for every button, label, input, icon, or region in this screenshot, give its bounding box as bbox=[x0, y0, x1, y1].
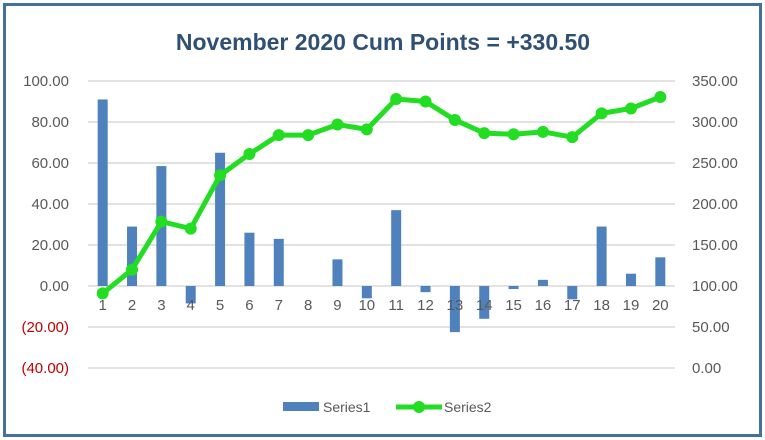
right-axis-tick: 250.00 bbox=[692, 155, 738, 172]
right-axis-tick: 0.00 bbox=[692, 360, 721, 377]
series2-point bbox=[360, 123, 373, 136]
bar bbox=[596, 226, 607, 286]
left-axis-tick: 20.00 bbox=[31, 237, 69, 254]
series2-point bbox=[566, 131, 579, 144]
series2-point bbox=[243, 147, 256, 160]
x-axis-tick: 11 bbox=[388, 297, 404, 314]
left-axis-tick: (40.00) bbox=[21, 360, 69, 377]
bar bbox=[391, 210, 402, 286]
series2-point bbox=[126, 263, 139, 276]
right-axis-tick: 150.00 bbox=[692, 237, 738, 254]
series2-point bbox=[302, 129, 315, 142]
series2-point bbox=[96, 287, 109, 300]
x-axis-tick: 12 bbox=[417, 297, 434, 314]
bar bbox=[508, 286, 519, 290]
x-axis-tick: 10 bbox=[358, 297, 375, 314]
right-axis-tick: 100.00 bbox=[692, 278, 738, 295]
bar bbox=[127, 226, 138, 286]
x-axis-tick: 18 bbox=[593, 297, 610, 314]
bar bbox=[185, 286, 196, 304]
bar bbox=[215, 152, 226, 286]
x-axis-tick: 16 bbox=[535, 297, 552, 314]
x-axis-tick: 8 bbox=[304, 297, 312, 314]
x-axis-tick: 20 bbox=[652, 297, 669, 314]
x-axis-tick: 1 bbox=[99, 297, 107, 314]
x-axis-tick: 19 bbox=[623, 297, 640, 314]
x-axis-tick: 2 bbox=[128, 297, 136, 314]
right-axis-tick: 200.00 bbox=[692, 196, 738, 213]
x-axis-tick: 9 bbox=[333, 297, 341, 314]
x-axis-tick: 15 bbox=[505, 297, 522, 314]
series2-point bbox=[155, 215, 168, 228]
series2-point bbox=[272, 129, 285, 142]
series2-point bbox=[331, 118, 344, 131]
bar bbox=[420, 286, 431, 293]
bar bbox=[449, 286, 460, 333]
series2-point bbox=[595, 107, 608, 120]
bar bbox=[244, 232, 255, 286]
series2-point bbox=[448, 113, 461, 126]
series2-point bbox=[478, 127, 491, 140]
x-axis-tick: 7 bbox=[275, 297, 283, 314]
series2-point bbox=[390, 93, 403, 106]
series2-point bbox=[419, 95, 432, 108]
x-axis-tick: 4 bbox=[187, 297, 195, 314]
series2-point bbox=[214, 169, 227, 182]
x-axis-tick: 5 bbox=[216, 297, 224, 314]
series2-point bbox=[536, 125, 549, 138]
x-axis-tick: 14 bbox=[476, 297, 493, 314]
left-axis-tick: 100.00 bbox=[23, 73, 69, 90]
bar bbox=[332, 259, 343, 286]
bar bbox=[567, 286, 578, 300]
legend-label-series2: Series2 bbox=[444, 399, 492, 415]
bar bbox=[361, 286, 372, 299]
right-axis-tick: 350.00 bbox=[692, 73, 738, 90]
x-axis-tick: 3 bbox=[157, 297, 165, 314]
series2-point bbox=[624, 102, 637, 115]
series2-point bbox=[654, 90, 667, 103]
legend-swatch-series1 bbox=[283, 402, 319, 411]
left-axis-tick: 80.00 bbox=[31, 114, 69, 131]
left-axis-tick: 40.00 bbox=[31, 196, 69, 213]
legend-marker-series2 bbox=[413, 401, 425, 413]
chart-title: November 2020 Cum Points = +330.50 bbox=[176, 29, 590, 55]
bar bbox=[97, 99, 108, 286]
left-axis-tick: 60.00 bbox=[31, 155, 69, 172]
left-axis-tick: 0.00 bbox=[40, 278, 69, 295]
x-axis-tick: 13 bbox=[447, 297, 464, 314]
series2-point bbox=[184, 222, 197, 235]
right-axis-tick: 300.00 bbox=[692, 114, 738, 131]
series2-line bbox=[101, 94, 662, 296]
right-axis-tick: 50.00 bbox=[692, 319, 730, 336]
bar bbox=[479, 286, 490, 319]
chart-frame bbox=[3, 3, 762, 437]
legend-label-series1: Series1 bbox=[323, 399, 371, 415]
bar bbox=[655, 257, 666, 286]
series2-point bbox=[507, 128, 520, 141]
x-axis-tick: 6 bbox=[245, 297, 253, 314]
bar bbox=[537, 279, 548, 286]
left-axis-tick: (20.00) bbox=[21, 319, 69, 336]
bar bbox=[273, 238, 284, 286]
x-axis-tick: 17 bbox=[564, 297, 581, 314]
bar bbox=[625, 273, 636, 286]
